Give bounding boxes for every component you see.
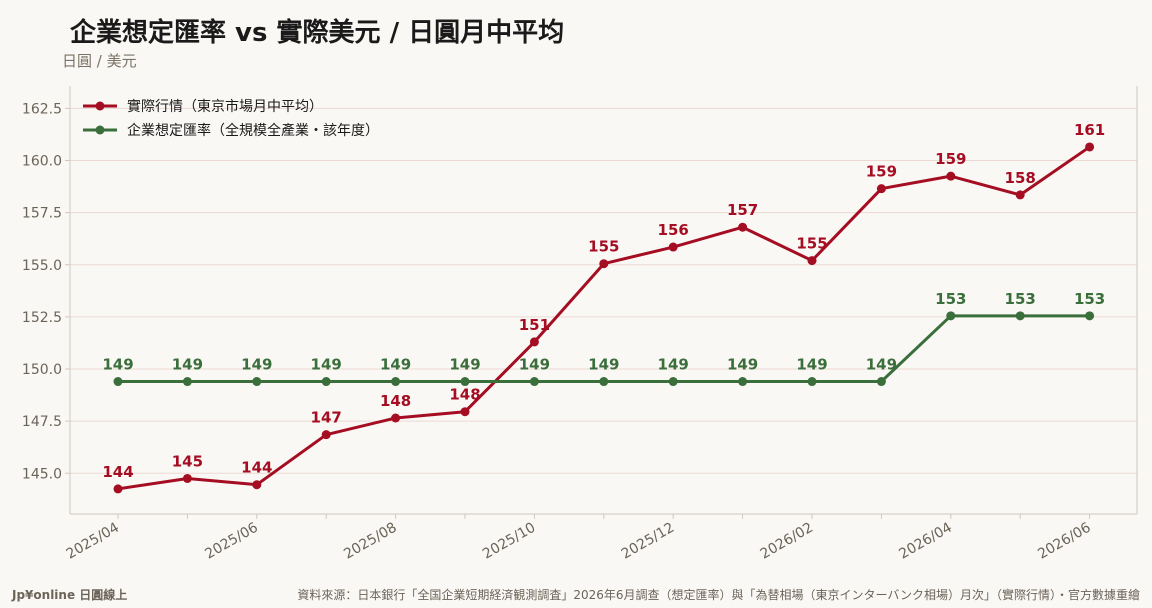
actual-rate-point bbox=[113, 484, 123, 494]
x-tick-label: 2025/06 bbox=[202, 520, 260, 563]
assumed-rate-point bbox=[1015, 311, 1025, 321]
y-axis-ticks: 145.0 147.5 150.0 152.5 155.0 157.5 160.0 162.5 bbox=[22, 101, 70, 482]
x-tick-label: 2025/10 bbox=[480, 520, 538, 563]
actual-rate-label: 144 bbox=[102, 463, 133, 481]
actual-rate-label: 148 bbox=[380, 392, 411, 410]
assumed-rate-label: 149 bbox=[102, 356, 133, 374]
assumed-rate-point bbox=[252, 377, 262, 387]
assumed-rate-point bbox=[876, 377, 886, 387]
assumed-rate-label: 149 bbox=[658, 356, 689, 374]
actual-rate-label: 157 bbox=[727, 201, 758, 219]
actual-rate-point bbox=[876, 184, 886, 194]
x-tick-label: 2025/12 bbox=[619, 520, 677, 563]
actual-rate-label: 161 bbox=[1074, 121, 1105, 139]
x-tick-label: 2025/08 bbox=[341, 520, 399, 563]
assumed-rate-point bbox=[1085, 311, 1095, 321]
brand-footer: Jp¥online 日圓線上 bbox=[12, 588, 128, 602]
assumed-rate-point bbox=[391, 377, 401, 387]
y-tick-label: 152.5 bbox=[22, 310, 62, 326]
axes bbox=[69, 86, 1138, 515]
assumed-rate-point bbox=[529, 377, 539, 387]
assumed-rate-label: 149 bbox=[866, 356, 897, 374]
x-axis-ticks: 2025/04 2025/06 2025/08 2025/10 2025/12 2026/… bbox=[64, 514, 1094, 563]
assumed-rate-point bbox=[182, 377, 192, 387]
assumed-rate-point bbox=[460, 377, 470, 387]
actual-rate-point bbox=[738, 222, 748, 232]
y-tick-label: 162.5 bbox=[22, 101, 62, 117]
assumed-rate-label: 149 bbox=[380, 356, 411, 374]
legend-actual-label: 實際行情（東京市場月中平均） bbox=[127, 98, 323, 115]
assumed-rate-point bbox=[321, 377, 331, 387]
assumed-rate-label: 153 bbox=[935, 290, 966, 308]
y-tick-label: 160.0 bbox=[22, 154, 62, 170]
actual-rate-point bbox=[599, 259, 609, 269]
actual-rate-point bbox=[321, 430, 331, 440]
actual-rate-label: 148 bbox=[449, 386, 480, 404]
assumed-rate-label: 149 bbox=[241, 356, 272, 374]
assumed-rate-label: 149 bbox=[172, 356, 203, 374]
assumed-rate-point bbox=[668, 377, 678, 387]
assumed-rate-label: 149 bbox=[588, 356, 619, 374]
assumed-rate-label: 149 bbox=[449, 356, 480, 374]
y-tick-label: 157.5 bbox=[22, 206, 62, 222]
actual-rate-point bbox=[807, 256, 817, 266]
assumed-rate-label: 153 bbox=[1074, 290, 1105, 308]
actual-rate-label: 159 bbox=[935, 150, 966, 168]
y-tick-label: 147.5 bbox=[22, 414, 62, 430]
x-tick-label: 2025/04 bbox=[64, 520, 122, 563]
actual-rate-label: 145 bbox=[172, 452, 203, 470]
actual-rate-point bbox=[252, 480, 262, 490]
series-lines bbox=[117, 145, 1091, 491]
assumed-rate-label: 149 bbox=[311, 356, 342, 374]
actual-rate-point bbox=[182, 473, 192, 483]
legend-assumed-label: 企業想定匯率（全規模全產業・該年度） bbox=[127, 122, 379, 139]
x-tick-label: 2026/02 bbox=[758, 520, 816, 563]
actual-rate-point bbox=[668, 242, 678, 252]
actual-rate-point bbox=[460, 407, 470, 417]
actual-rate-point bbox=[946, 171, 956, 181]
data-points bbox=[113, 142, 1095, 494]
assumed-rate-point bbox=[113, 377, 123, 387]
legend: 實際行情（東京市場月中平均） 企業想定匯率（全規模全產業・該年度） bbox=[83, 98, 379, 139]
assumed-rate-label: 149 bbox=[727, 356, 758, 374]
assumed-rate-point bbox=[599, 377, 609, 387]
actual-rate-point bbox=[1085, 142, 1095, 152]
assumed-rate-label: 153 bbox=[1005, 290, 1036, 308]
actual-rate-label: 147 bbox=[311, 409, 342, 427]
assumed-rate-point bbox=[738, 377, 748, 387]
actual-rate-label: 151 bbox=[519, 316, 550, 334]
actual-rate-point bbox=[391, 413, 401, 423]
actual-rate-point bbox=[529, 337, 539, 347]
gridlines bbox=[70, 107, 1137, 474]
actual-rate-point bbox=[1015, 190, 1025, 200]
actual-rate-label: 155 bbox=[588, 238, 619, 256]
actual-rate-line bbox=[117, 145, 1091, 491]
y-unit-label: 日圓 / 美元 bbox=[62, 52, 137, 70]
y-tick-label: 150.0 bbox=[22, 362, 62, 378]
assumed-rate-point bbox=[807, 377, 817, 387]
assumed-rate-label: 149 bbox=[519, 356, 550, 374]
actual-rate-label: 144 bbox=[241, 459, 272, 477]
legend-swatch-marker bbox=[95, 101, 105, 111]
x-tick-label: 2026/04 bbox=[896, 520, 954, 563]
chart-title: 企業想定匯率 vs 實際美元 / 日圓月中平均 bbox=[70, 18, 565, 48]
y-tick-label: 145.0 bbox=[22, 466, 62, 482]
actual-rate-label: 158 bbox=[1005, 169, 1036, 187]
actual-rate-label: 156 bbox=[658, 221, 689, 239]
assumed-rate-label: 149 bbox=[796, 356, 827, 374]
x-tick-label: 2026/06 bbox=[1035, 520, 1093, 563]
actual-rate-label: 155 bbox=[796, 235, 827, 253]
y-tick-label: 155.0 bbox=[22, 258, 62, 274]
actual-rate-label: 159 bbox=[866, 163, 897, 181]
legend-swatch-marker bbox=[95, 125, 105, 135]
data-labels: 144 145 144 147 148 148 151 155 156 157 155 159 159 1… bbox=[102, 121, 1105, 481]
source-footer: 資料來源：日本銀行「全国企業短期経済観測調査」2026年6月調查（想定匯率）與「… bbox=[297, 588, 1140, 602]
assumed-rate-point bbox=[946, 311, 956, 321]
